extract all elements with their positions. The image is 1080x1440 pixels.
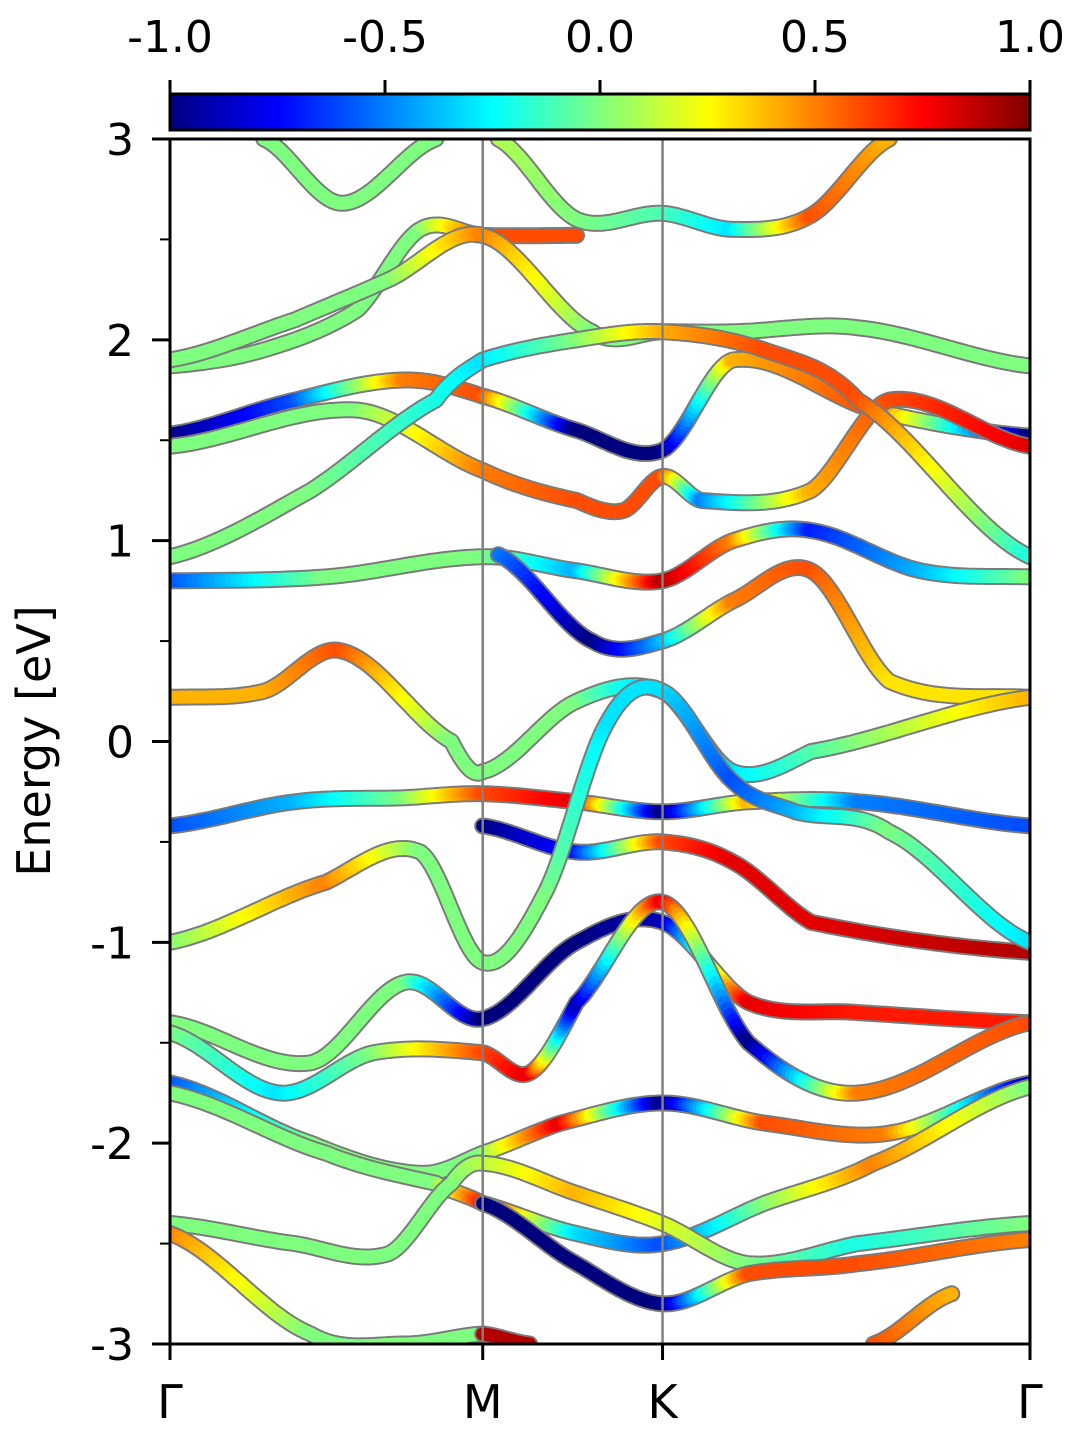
high-symmetry-lines [481,139,664,1344]
colorbar [168,92,1032,132]
band-series [865,1285,961,1344]
band-series [489,139,898,238]
band-series [170,323,1030,566]
k-point-label: Γ [1017,1375,1043,1429]
y-tick-label: -1 [90,918,134,969]
band-lines [170,139,1030,1344]
band-series [170,893,1030,1102]
y-axis-label: Energy [eV] [7,605,61,876]
y-axis: -3 -2 -1 0 1 2 3 [90,115,170,1371]
colorbar-tick-label: 0.5 [780,12,850,63]
colorbar-tick-label: -0.5 [342,12,428,63]
band-segment [942,1287,959,1302]
colorbar-tick-label: 1.0 [995,12,1065,63]
y-tick-label: -2 [90,1119,134,1170]
y-tick-label: 3 [106,115,134,166]
y-tick-label: 2 [106,316,134,367]
k-point-label: Γ [157,1375,183,1429]
colorbar-tick-label: -1.0 [127,12,213,63]
band-series [170,785,1030,835]
y-tick-label: 0 [106,718,134,769]
band-series [170,678,1030,972]
band-series [170,225,1030,375]
k-point-label: K [647,1375,679,1429]
y-tick-label: 1 [106,517,134,568]
band-series [170,1154,1030,1273]
k-point-label: M [463,1375,503,1429]
band-series [170,520,1030,591]
colorbar-ticks: -1.0 -0.5 0.0 0.5 1.0 [127,12,1065,94]
y-tick-label: -3 [90,1320,134,1371]
band-series [170,350,1030,462]
colorbar-tick-label: 0.0 [565,12,635,63]
band-series [255,139,445,212]
band-series [170,390,1030,521]
band-series [474,1194,1030,1313]
band-series [489,546,1030,706]
